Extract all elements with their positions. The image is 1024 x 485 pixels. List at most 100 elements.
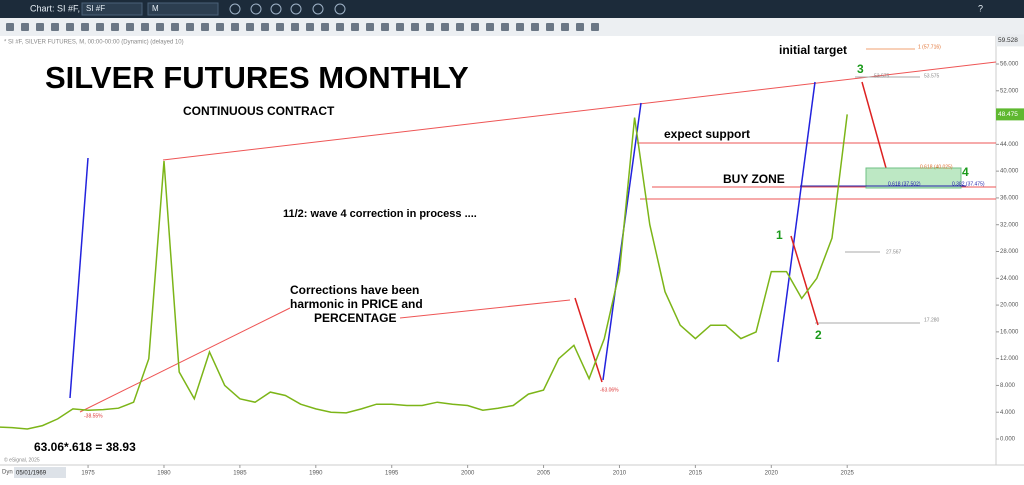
icon[interactable] <box>250 3 262 15</box>
tool-icon <box>516 23 524 31</box>
last-price-box <box>996 108 1024 121</box>
x-tick-label: 1990 <box>309 471 323 477</box>
wave-label: 1 <box>776 228 783 242</box>
level-label: 17.280 <box>924 317 940 323</box>
start-date: 05/01/1969 <box>16 471 47 477</box>
tool-icon <box>366 23 374 31</box>
date-box <box>14 467 66 478</box>
last-price: 48.475 <box>998 111 1018 118</box>
icon[interactable] <box>270 3 282 15</box>
level-label: 0.382 (37.475) <box>952 181 985 187</box>
wave-label: 2 <box>815 328 822 342</box>
drawing-toolbar <box>0 18 1024 36</box>
note: 63.06*.618 = 38.93 <box>34 440 136 454</box>
note: harmonic in PRICE and <box>290 297 423 311</box>
top-price-box <box>996 34 1024 47</box>
symbol[interactable]: SI #F <box>86 4 105 13</box>
copyright: © eSignal, 2025 <box>4 456 40 463</box>
level-label: 53.575 <box>874 73 890 79</box>
drawings <box>69 48 997 413</box>
interval[interactable]: M <box>152 4 159 13</box>
tool-icon <box>6 23 14 31</box>
icon[interactable] <box>312 3 324 15</box>
level-labels: -38.55% -63.06% 1 (57.716) 53.575 53.575… <box>4 44 985 463</box>
tool-icon <box>441 23 449 31</box>
tool-icon <box>381 23 389 31</box>
arrow <box>69 157 89 399</box>
note: Corrections have been <box>290 283 419 297</box>
tool-icon <box>456 23 464 31</box>
tool-icon <box>36 23 44 31</box>
icon[interactable] <box>290 3 302 15</box>
level-label: 0.618 (40.025) <box>920 164 953 170</box>
headline: SILVER FUTURES MONTHLY <box>45 60 469 95</box>
tool-icon <box>321 23 329 31</box>
tool-icon <box>231 23 239 31</box>
tool-icon <box>186 23 194 31</box>
icon[interactable] <box>334 3 346 15</box>
price-line <box>0 114 848 430</box>
x-tick-label: 2025 <box>841 471 855 477</box>
y-tick-label: 56.000 <box>1000 62 1019 68</box>
y-tick-label: 0.000 <box>1000 437 1016 443</box>
y-tick-label: 40.000 <box>1000 169 1019 175</box>
x-tick-label: 1985 <box>233 471 247 477</box>
x-tick-label: 1980 <box>157 471 171 477</box>
x-tick-label: 2000 <box>461 471 475 477</box>
note: 11/2: wave 4 correction in process .... <box>283 208 477 220</box>
tool-icon <box>276 23 284 31</box>
level-label: 27.567 <box>886 249 902 255</box>
note: initial target <box>779 43 847 57</box>
tool-icon <box>306 23 314 31</box>
tool-icon <box>531 23 539 31</box>
dyn: Dyn <box>2 470 13 476</box>
tool-icon <box>546 23 554 31</box>
arrow <box>777 81 816 363</box>
tool-icon <box>471 23 479 31</box>
y-tick-label: 36.000 <box>1000 196 1019 202</box>
tool-icon <box>426 23 434 31</box>
y-tick-label: 24.000 <box>1000 276 1019 282</box>
tool-icon <box>141 23 149 31</box>
y-tick-label: 16.000 <box>1000 329 1019 335</box>
x-tick-label: 2010 <box>613 471 627 477</box>
y-tick-label: 8.000 <box>1000 383 1016 389</box>
y-tick-label: 4.000 <box>1000 410 1016 416</box>
x-tick-label: 2020 <box>765 471 779 477</box>
tool-icon <box>501 23 509 31</box>
note: expect support <box>664 127 750 141</box>
tool-icon <box>51 23 59 31</box>
icon[interactable] <box>229 3 241 15</box>
tool-icon <box>561 23 569 31</box>
arrow <box>790 235 819 326</box>
y-tick-label: 44.000 <box>1000 142 1019 148</box>
note: PERCENTAGE <box>314 311 396 325</box>
window-title: Chart: SI #F, M <box>30 3 90 13</box>
tool-icon <box>126 23 134 31</box>
tool-icon <box>81 23 89 31</box>
pointer-line <box>399 299 571 319</box>
tool-icon <box>66 23 74 31</box>
plot <box>0 114 848 430</box>
level-label: 1 (57.716) <box>918 44 941 50</box>
tool-icon <box>351 23 359 31</box>
x-tick-label: 2015 <box>689 471 703 477</box>
x-tick-label: 1975 <box>81 471 95 477</box>
level-label: -63.06% <box>600 387 619 393</box>
interval-box[interactable] <box>147 2 219 16</box>
level-label: 0.618 (37.502) <box>888 181 921 187</box>
chart-header: * SI #F, SILVER FUTURES, M, 00:00-00:00 … <box>4 40 184 46</box>
x-tick-label: 1995 <box>385 471 399 477</box>
symbol-box[interactable] <box>81 2 143 16</box>
tool-icon <box>576 23 584 31</box>
tool-icon <box>21 23 29 31</box>
pointer-line <box>79 307 291 413</box>
arrow <box>861 81 887 169</box>
tool-icon <box>411 23 419 31</box>
subtitle: CONTINUOUS CONTRACT <box>183 104 335 118</box>
tool-icon <box>291 23 299 31</box>
help[interactable]: ? <box>978 3 983 13</box>
wave-label: 4 <box>962 165 969 179</box>
tool-icon <box>591 23 599 31</box>
tool-icon <box>156 23 164 31</box>
